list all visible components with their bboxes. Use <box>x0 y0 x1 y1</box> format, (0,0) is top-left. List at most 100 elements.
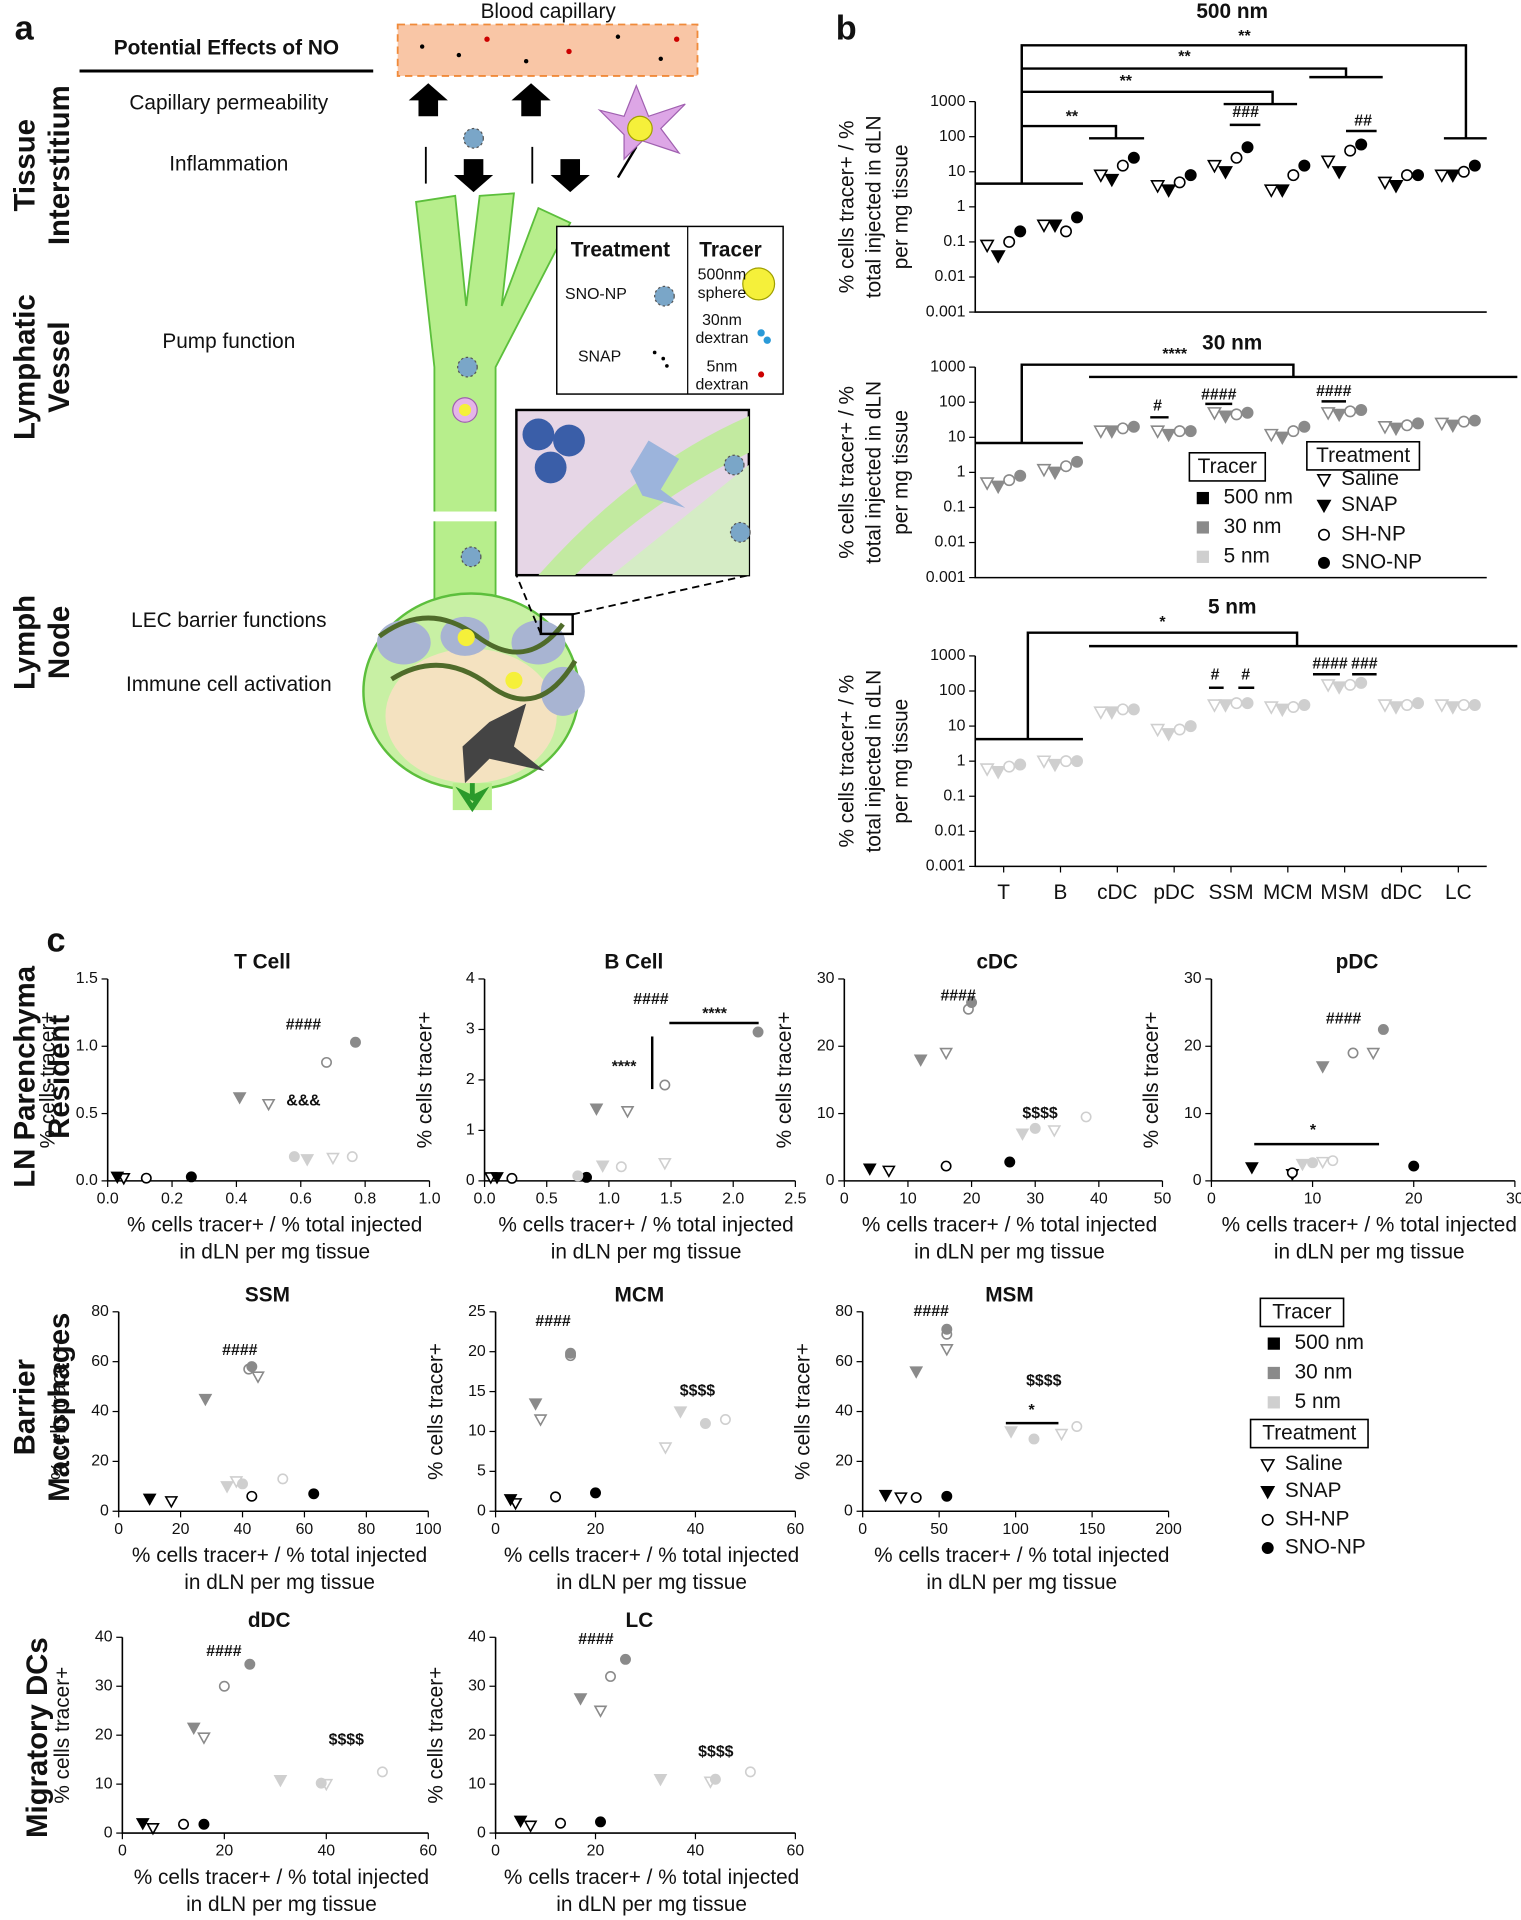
y-tick-label: 10 <box>948 717 966 734</box>
chart-title: dDC <box>248 1609 291 1632</box>
region-label: Vessel <box>43 321 76 412</box>
data-point <box>1434 169 1450 183</box>
annotation: ** <box>1178 49 1191 66</box>
y-tick-label: 0 <box>1193 1172 1202 1189</box>
data-point <box>565 1347 577 1359</box>
y-tick-label: 10 <box>817 1105 835 1122</box>
data-point <box>1331 408 1347 423</box>
data-point <box>1377 1023 1389 1035</box>
legend-marker <box>1317 528 1330 541</box>
data-point <box>941 1323 953 1335</box>
data-point <box>1173 723 1186 736</box>
data-point <box>1207 159 1222 174</box>
y-tick-label: 20 <box>91 1453 109 1470</box>
data-point <box>878 1489 893 1503</box>
data-point <box>620 1106 635 1119</box>
data-point <box>185 1171 197 1183</box>
y-tick-label: 30 <box>95 1677 113 1694</box>
data-point <box>1071 755 1084 768</box>
x-tick-label: 60 <box>296 1521 314 1538</box>
data-point <box>1150 180 1166 194</box>
data-point <box>1263 428 1279 443</box>
data-point <box>110 1171 125 1184</box>
annotation: * <box>1159 614 1166 631</box>
data-point <box>1327 1155 1339 1167</box>
data-point <box>1060 225 1073 238</box>
panel-label: c <box>46 921 65 959</box>
data-point <box>1029 1122 1041 1134</box>
data-point <box>941 1490 953 1502</box>
data-point <box>979 239 995 254</box>
data-point <box>1080 1111 1092 1123</box>
legend-label: 30 nm <box>1224 515 1282 538</box>
y-axis-label: % cells tracer+ <box>791 1343 814 1480</box>
y-axis-label: % cells tracer+ <box>773 1011 796 1148</box>
data-point <box>719 1414 731 1425</box>
data-point <box>595 1816 606 1828</box>
data-point <box>503 1494 518 1507</box>
y-tick-label: 1 <box>957 752 966 769</box>
annotation: #### <box>286 1017 322 1034</box>
y-tick-label: 80 <box>91 1303 109 1320</box>
data-point <box>572 1170 584 1182</box>
x-axis-label: in dLN per mg tissue <box>926 1571 1117 1594</box>
y-tick-label: 0 <box>826 1172 835 1189</box>
x-tick-label: dDC <box>1381 881 1423 904</box>
data-point <box>1331 166 1347 180</box>
y-tick-label: 10 <box>1184 1105 1202 1122</box>
y-axis-label: % cells tracer+ / % <box>835 120 858 293</box>
data-point <box>346 1151 358 1163</box>
data-point <box>251 1371 265 1384</box>
data-point <box>1184 169 1197 182</box>
data-point <box>590 1487 601 1499</box>
data-point <box>1401 169 1413 182</box>
data-point <box>1245 1162 1259 1175</box>
data-point <box>513 1815 528 1828</box>
data-point <box>1218 699 1233 713</box>
x-tick-label: 100 <box>1002 1521 1029 1538</box>
data-point <box>1274 703 1290 718</box>
data-point <box>1028 1433 1040 1445</box>
data-point <box>1230 151 1243 164</box>
data-point <box>218 1680 230 1692</box>
data-point <box>913 1054 928 1067</box>
x-tick-label: 50 <box>930 1521 948 1538</box>
data-point <box>1412 697 1425 710</box>
data-point <box>1320 155 1336 169</box>
x-tick-label: B <box>1054 881 1068 904</box>
x-axis-label: % cells tracer+ / % total injected <box>132 1544 427 1567</box>
legend-box <box>1306 440 1421 471</box>
y-axis-label: per mg tissue <box>889 144 912 269</box>
data-point <box>1116 159 1129 172</box>
data-point <box>1047 219 1063 233</box>
data-point <box>1036 219 1052 233</box>
y-tick-label: 0.01 <box>935 823 966 840</box>
y-axis-label: % cells tracer+ <box>51 1667 74 1804</box>
data-point <box>1445 419 1461 434</box>
data-point <box>321 1056 332 1068</box>
data-point <box>1241 406 1254 419</box>
data-point <box>1184 425 1197 438</box>
data-point <box>490 1172 504 1185</box>
y-tick-label: 0 <box>100 1502 109 1519</box>
x-tick-label: 30 <box>1026 1190 1044 1207</box>
x-tick-label: 1.5 <box>660 1190 682 1207</box>
data-point <box>1036 755 1052 769</box>
diagram-art <box>79 23 784 813</box>
data-point <box>1287 700 1300 713</box>
y-tick-label: 60 <box>835 1353 853 1370</box>
data-point <box>1218 166 1233 180</box>
data-point <box>1366 1047 1381 1061</box>
data-point <box>1003 474 1016 487</box>
data-point <box>1298 698 1311 711</box>
data-point <box>1004 1156 1016 1168</box>
data-point <box>1036 463 1052 478</box>
data-point <box>1150 425 1166 439</box>
y-tick-label: 10 <box>468 1775 486 1792</box>
x-axis-label: % cells tracer+ / % total injected <box>874 1544 1169 1567</box>
annotation: $$$$ <box>1026 1373 1062 1390</box>
annotation: $$$$ <box>329 1731 365 1748</box>
annotation: #### <box>914 1303 950 1320</box>
data-point <box>939 1343 954 1357</box>
x-tick-label: 10 <box>1304 1190 1322 1207</box>
